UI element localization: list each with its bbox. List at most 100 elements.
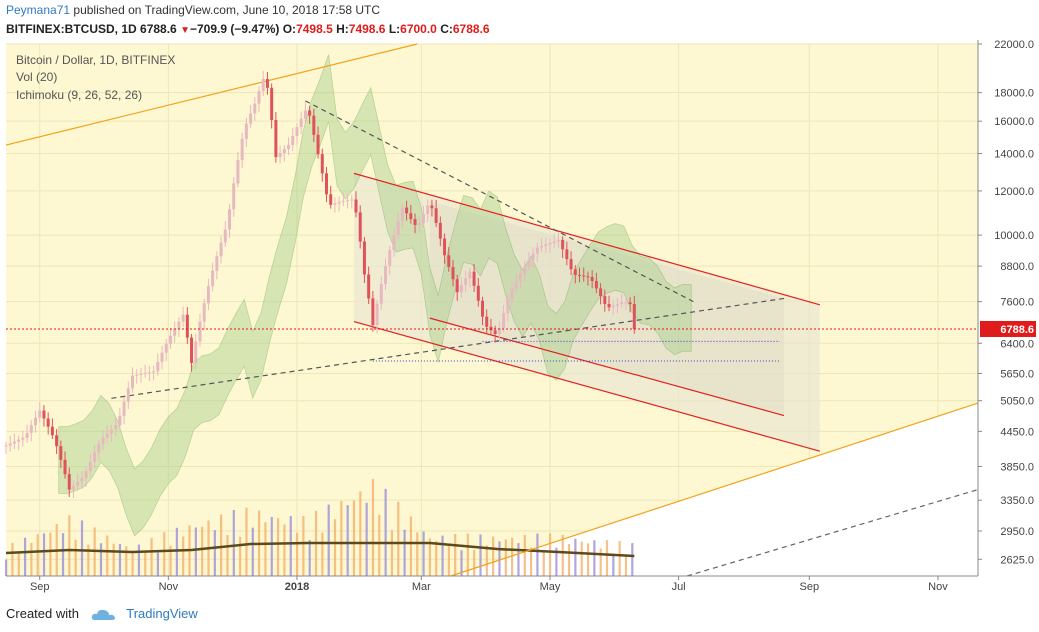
- volume-bar: [359, 491, 362, 576]
- candle-body: [25, 432, 29, 438]
- volume-bar: [182, 536, 185, 576]
- candle-body: [561, 239, 565, 250]
- candle-body: [97, 443, 101, 453]
- candle-body: [265, 79, 269, 88]
- candle-body: [565, 249, 569, 260]
- candle-body: [569, 259, 573, 270]
- candle-body: [147, 372, 151, 374]
- candle-body: [160, 352, 164, 362]
- candle-body: [384, 266, 388, 285]
- volume-bar: [612, 553, 615, 576]
- candle-body: [367, 274, 371, 299]
- candle-body: [181, 314, 185, 322]
- volume-bar: [593, 540, 596, 576]
- candle-body: [413, 219, 417, 225]
- volume-bar: [264, 522, 267, 576]
- open-value: 7498.5: [296, 22, 333, 36]
- volume-bar: [631, 543, 634, 576]
- volume-bar: [194, 527, 197, 576]
- price-tag-label: 6788.6: [1000, 324, 1034, 336]
- candle-body: [320, 154, 324, 174]
- volume-bar: [239, 536, 242, 576]
- candle-body: [578, 274, 582, 276]
- candle-body: [274, 119, 278, 158]
- candle-body: [531, 253, 535, 261]
- candle-body: [291, 135, 295, 146]
- volume-bar: [511, 537, 514, 576]
- trendline-orange: [450, 402, 979, 577]
- candle-body: [143, 373, 147, 375]
- candle-body: [396, 220, 400, 236]
- volume-bar: [295, 532, 299, 576]
- candle-body: [71, 485, 75, 490]
- y-tick-label: 7600.0: [1000, 297, 1034, 309]
- price-tag-bg: [980, 320, 1036, 337]
- candle-body: [88, 461, 92, 472]
- candle-body: [599, 288, 603, 297]
- candle-body: [615, 304, 619, 306]
- candle-body: [303, 110, 307, 119]
- candle-body: [552, 241, 556, 243]
- x-tick-label: Mar: [412, 581, 431, 593]
- tradingview-link[interactable]: TradingView: [126, 606, 198, 621]
- volume-bar: [460, 550, 463, 576]
- candle-body: [21, 437, 25, 440]
- volume-bar: [201, 526, 204, 576]
- candle-body: [523, 266, 527, 274]
- candle-body: [67, 474, 71, 490]
- candle-body: [8, 443, 12, 446]
- candle-body: [607, 304, 611, 308]
- candle-body: [603, 296, 607, 305]
- y-tick-label: 3350.0: [1000, 495, 1034, 507]
- volume-bar: [542, 552, 545, 576]
- candle-body: [510, 288, 514, 299]
- ichimoku-legend[interactable]: Ichimoku (9, 26, 52, 26): [16, 88, 143, 102]
- author-name[interactable]: Peymana71: [6, 3, 71, 17]
- candle-body: [556, 239, 560, 242]
- volume-bar: [68, 515, 71, 576]
- volume-bar: [245, 507, 248, 576]
- candle-body: [126, 388, 130, 402]
- volume-bar: [390, 530, 394, 576]
- candle-body: [459, 285, 463, 293]
- price-chart[interactable]: 22000.0 18000.0 16000.0 14000.0 12000.0 10000…: [0, 40, 1039, 600]
- candle-body: [329, 194, 333, 205]
- volume-bar: [409, 516, 413, 576]
- candle-body: [316, 134, 320, 155]
- candle-body: [101, 437, 105, 444]
- candle-body: [122, 401, 126, 416]
- candle-body: [362, 241, 366, 275]
- candle-body: [202, 303, 206, 322]
- candle-body: [168, 335, 172, 344]
- candle-body: [34, 417, 38, 426]
- volume-bar: [580, 541, 583, 576]
- candle-body: [346, 200, 350, 202]
- volume-legend[interactable]: Vol (20): [16, 70, 58, 84]
- y-tick-label: 10000.0: [994, 230, 1034, 242]
- chart-title: Bitcoin / Dollar, 1D, BITFINEX: [16, 53, 176, 67]
- candle-body: [464, 278, 468, 286]
- volume-bar: [220, 514, 223, 576]
- volume-bar: [74, 539, 77, 576]
- volume-bar: [447, 545, 450, 576]
- volume-bar: [441, 535, 444, 576]
- candle-body: [620, 302, 624, 305]
- volume-bar: [365, 502, 368, 576]
- candle-body: [223, 229, 227, 243]
- volume-bar: [17, 551, 20, 576]
- y-tick-label: 16000.0: [994, 116, 1034, 128]
- volume-bar: [61, 533, 65, 576]
- volume-bar: [498, 541, 501, 576]
- candle-body: [438, 222, 442, 239]
- candle-body: [206, 286, 210, 304]
- y-tick-label: 2625.0: [1000, 554, 1034, 566]
- candle-body: [55, 435, 59, 447]
- volume-bar: [371, 478, 375, 576]
- candle-body: [582, 275, 586, 277]
- candle-body: [544, 244, 548, 247]
- candle-body: [485, 316, 489, 327]
- candle-body: [236, 160, 240, 184]
- volume-bar: [42, 533, 46, 576]
- candle-body: [506, 298, 510, 314]
- volume-bar: [327, 504, 330, 576]
